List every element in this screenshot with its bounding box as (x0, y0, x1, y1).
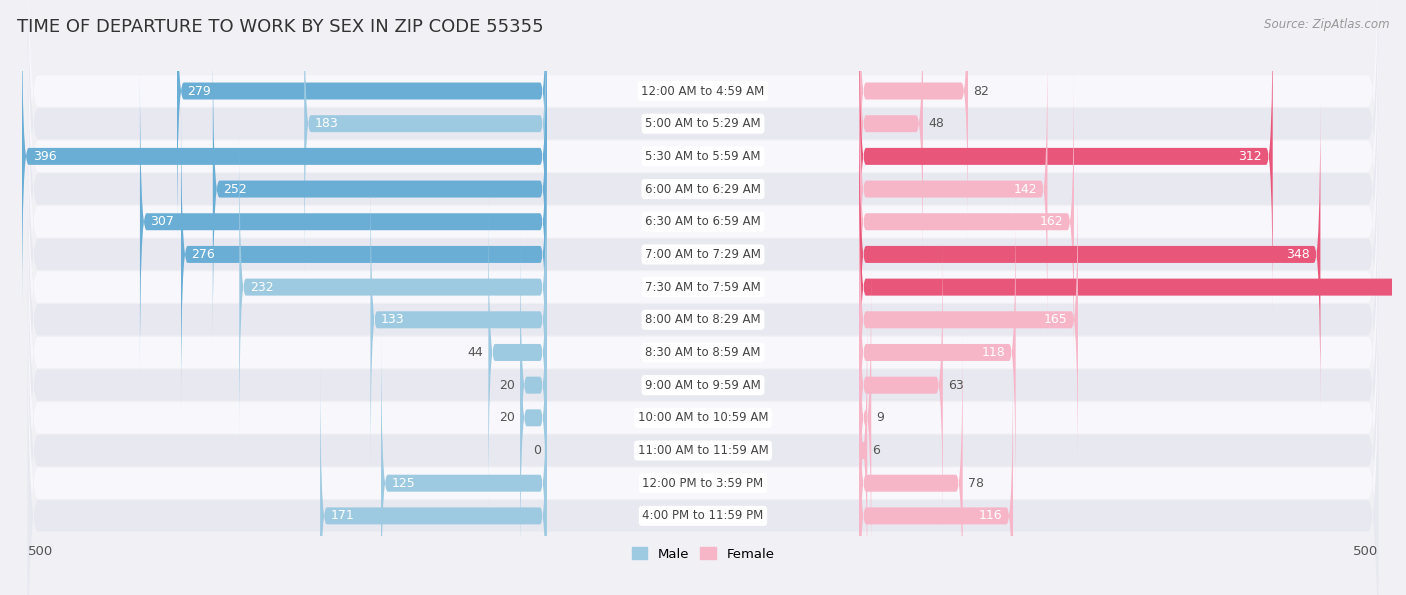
FancyBboxPatch shape (859, 263, 872, 573)
Text: 44: 44 (467, 346, 484, 359)
FancyBboxPatch shape (177, 0, 547, 246)
Text: 20: 20 (499, 411, 515, 424)
FancyBboxPatch shape (370, 165, 547, 475)
FancyBboxPatch shape (520, 263, 547, 573)
Text: 12:00 AM to 4:59 AM: 12:00 AM to 4:59 AM (641, 84, 765, 98)
Text: 7:30 AM to 7:59 AM: 7:30 AM to 7:59 AM (645, 281, 761, 293)
FancyBboxPatch shape (27, 107, 1379, 595)
Text: 6:30 AM to 6:59 AM: 6:30 AM to 6:59 AM (645, 215, 761, 228)
FancyBboxPatch shape (27, 74, 1379, 566)
Text: 11:00 AM to 11:59 AM: 11:00 AM to 11:59 AM (638, 444, 768, 457)
Text: 4:00 PM to 11:59 PM: 4:00 PM to 11:59 PM (643, 509, 763, 522)
FancyBboxPatch shape (27, 139, 1379, 595)
Text: 125: 125 (392, 477, 415, 490)
FancyBboxPatch shape (859, 132, 1406, 442)
Text: Source: ZipAtlas.com: Source: ZipAtlas.com (1264, 18, 1389, 31)
FancyBboxPatch shape (859, 1, 1272, 311)
Text: 162: 162 (1040, 215, 1063, 228)
Text: 10:00 AM to 10:59 AM: 10:00 AM to 10:59 AM (638, 411, 768, 424)
FancyBboxPatch shape (859, 99, 1320, 409)
Text: 7:00 AM to 7:29 AM: 7:00 AM to 7:29 AM (645, 248, 761, 261)
Text: 6:00 AM to 6:29 AM: 6:00 AM to 6:29 AM (645, 183, 761, 196)
Text: 279: 279 (187, 84, 211, 98)
Text: 9:00 AM to 9:59 AM: 9:00 AM to 9:59 AM (645, 378, 761, 392)
Text: 165: 165 (1043, 314, 1067, 326)
FancyBboxPatch shape (488, 198, 547, 508)
Text: 183: 183 (315, 117, 339, 130)
Text: 307: 307 (150, 215, 174, 228)
FancyBboxPatch shape (520, 230, 547, 540)
Text: 232: 232 (250, 281, 274, 293)
Text: 396: 396 (32, 150, 56, 163)
Text: 276: 276 (191, 248, 215, 261)
FancyBboxPatch shape (27, 237, 1379, 595)
FancyBboxPatch shape (212, 34, 547, 344)
FancyBboxPatch shape (181, 99, 547, 409)
FancyBboxPatch shape (27, 9, 1379, 500)
FancyBboxPatch shape (381, 328, 547, 595)
FancyBboxPatch shape (859, 34, 1047, 344)
FancyBboxPatch shape (859, 328, 963, 595)
FancyBboxPatch shape (27, 0, 1379, 435)
FancyBboxPatch shape (239, 132, 547, 442)
Text: 252: 252 (224, 183, 247, 196)
Text: 5:30 AM to 5:59 AM: 5:30 AM to 5:59 AM (645, 150, 761, 163)
FancyBboxPatch shape (141, 67, 547, 377)
FancyBboxPatch shape (27, 41, 1379, 533)
Text: 82: 82 (973, 84, 990, 98)
Text: 0: 0 (533, 444, 541, 457)
Text: 78: 78 (967, 477, 984, 490)
Text: 12:00 PM to 3:59 PM: 12:00 PM to 3:59 PM (643, 477, 763, 490)
FancyBboxPatch shape (304, 0, 547, 278)
FancyBboxPatch shape (859, 0, 922, 278)
FancyBboxPatch shape (27, 172, 1379, 595)
FancyBboxPatch shape (859, 0, 967, 246)
FancyBboxPatch shape (859, 361, 1014, 595)
FancyBboxPatch shape (27, 0, 1379, 402)
FancyBboxPatch shape (22, 1, 547, 311)
Text: 8:30 AM to 8:59 AM: 8:30 AM to 8:59 AM (645, 346, 761, 359)
FancyBboxPatch shape (859, 67, 1074, 377)
Text: 6: 6 (873, 444, 880, 457)
Legend: Male, Female: Male, Female (626, 542, 780, 566)
Text: 48: 48 (928, 117, 943, 130)
Text: 171: 171 (330, 509, 354, 522)
Text: TIME OF DEPARTURE TO WORK BY SEX IN ZIP CODE 55355: TIME OF DEPARTURE TO WORK BY SEX IN ZIP … (17, 18, 544, 36)
Text: 116: 116 (979, 509, 1002, 522)
Text: 133: 133 (381, 314, 405, 326)
Text: 142: 142 (1014, 183, 1036, 196)
FancyBboxPatch shape (859, 198, 1015, 508)
Text: 20: 20 (499, 378, 515, 392)
FancyBboxPatch shape (321, 361, 547, 595)
FancyBboxPatch shape (27, 205, 1379, 595)
FancyBboxPatch shape (27, 0, 1379, 468)
Text: 118: 118 (981, 346, 1005, 359)
FancyBboxPatch shape (27, 0, 1379, 337)
Text: 348: 348 (1286, 248, 1310, 261)
FancyBboxPatch shape (859, 165, 1078, 475)
Text: 5:00 AM to 5:29 AM: 5:00 AM to 5:29 AM (645, 117, 761, 130)
Text: 9: 9 (876, 411, 884, 424)
Text: 312: 312 (1239, 150, 1263, 163)
Text: 8:00 AM to 8:29 AM: 8:00 AM to 8:29 AM (645, 314, 761, 326)
FancyBboxPatch shape (27, 270, 1379, 595)
Text: 63: 63 (948, 378, 965, 392)
FancyBboxPatch shape (859, 296, 868, 595)
FancyBboxPatch shape (27, 0, 1379, 369)
FancyBboxPatch shape (859, 230, 943, 540)
